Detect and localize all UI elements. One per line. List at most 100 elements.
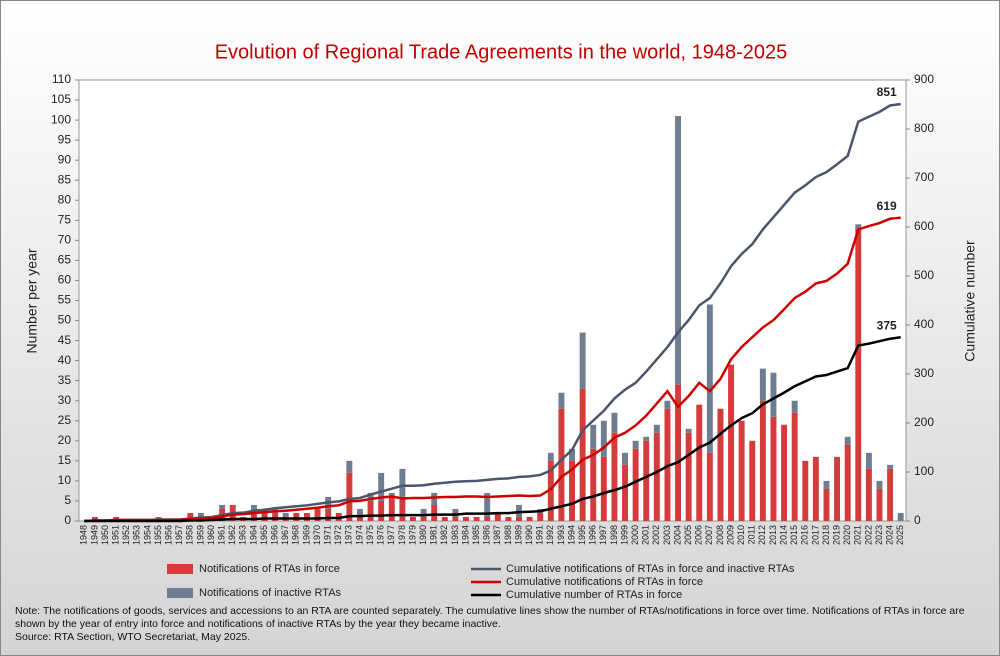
bar bbox=[887, 464, 894, 469]
y-tick-label: 30 bbox=[58, 393, 72, 407]
x-tick-label: 2007 bbox=[704, 525, 714, 545]
bar bbox=[781, 424, 788, 521]
x-tick-label: 1969 bbox=[301, 525, 311, 545]
bar bbox=[537, 512, 544, 521]
y-tick-label: 40 bbox=[58, 353, 72, 367]
x-tick-label: 1961 bbox=[217, 525, 227, 545]
x-tick-label: 1995 bbox=[577, 525, 587, 545]
y2-tick-label: 700 bbox=[914, 170, 934, 184]
legend-label: Notifications of RTAs in force bbox=[199, 563, 340, 575]
x-tick-label: 1976 bbox=[376, 525, 386, 545]
data-label: 851 bbox=[877, 85, 897, 99]
x-tick-label: 1998 bbox=[609, 525, 619, 545]
x-tick-label: 1956 bbox=[163, 525, 173, 545]
y-tick-label: 80 bbox=[58, 192, 72, 206]
bar bbox=[547, 460, 554, 521]
bar bbox=[855, 228, 862, 521]
notes: Note: The notifications of goods, servic… bbox=[15, 605, 990, 644]
bar bbox=[473, 516, 480, 521]
x-tick-label: 1953 bbox=[132, 525, 142, 545]
bar bbox=[325, 508, 332, 521]
y-tick-label: 110 bbox=[52, 72, 71, 86]
bar bbox=[759, 400, 766, 521]
bar bbox=[749, 440, 756, 521]
bar bbox=[600, 456, 607, 521]
data-label: 375 bbox=[877, 318, 897, 332]
bar bbox=[282, 512, 289, 517]
x-tick-label: 2022 bbox=[863, 525, 873, 545]
x-tick-label: 2024 bbox=[884, 525, 894, 545]
x-tick-label: 1955 bbox=[153, 525, 163, 545]
y-tick-label: 85 bbox=[58, 172, 72, 186]
bar bbox=[494, 512, 501, 521]
bar bbox=[706, 452, 713, 521]
bar bbox=[844, 444, 851, 521]
x-tick-label: 2023 bbox=[874, 525, 884, 545]
bar bbox=[770, 372, 777, 417]
y-tick-label: 45 bbox=[58, 333, 72, 347]
bar bbox=[261, 512, 268, 521]
bar bbox=[664, 400, 671, 409]
bar bbox=[250, 512, 257, 521]
bar bbox=[388, 496, 395, 521]
bar bbox=[632, 448, 639, 521]
legend-label: Cumulative notifications of RTAs in forc… bbox=[506, 576, 703, 588]
y-tick-label: 95 bbox=[58, 132, 72, 146]
x-tick-label: 2020 bbox=[842, 525, 852, 545]
y-tick-label: 105 bbox=[51, 92, 71, 106]
bar bbox=[643, 440, 650, 521]
x-tick-label: 2011 bbox=[747, 525, 757, 544]
x-tick-label: 1958 bbox=[185, 525, 195, 545]
bar bbox=[876, 480, 883, 489]
bar bbox=[91, 516, 98, 521]
y-tick-label: 15 bbox=[58, 453, 72, 467]
x-tick-label: 2025 bbox=[895, 525, 905, 545]
bar bbox=[600, 420, 607, 457]
x-tick-label: 1980 bbox=[418, 525, 428, 545]
bar bbox=[452, 508, 459, 517]
bar bbox=[791, 400, 798, 413]
note: Note: The notifications of goods, servic… bbox=[15, 605, 965, 630]
data-label: 619 bbox=[877, 199, 897, 213]
bar bbox=[399, 496, 406, 521]
y2-tick-label: 300 bbox=[914, 366, 934, 380]
bar bbox=[526, 516, 533, 521]
x-tick-label: 1975 bbox=[365, 525, 375, 545]
x-tick-label: 1957 bbox=[174, 525, 184, 545]
bar bbox=[272, 512, 279, 521]
x-tick-label: 1983 bbox=[450, 525, 460, 545]
cumulative-line bbox=[84, 216, 901, 523]
x-tick-label: 2017 bbox=[810, 525, 820, 545]
bar bbox=[420, 516, 427, 521]
bar bbox=[685, 432, 692, 521]
bar bbox=[420, 508, 427, 517]
legend-swatch bbox=[167, 564, 193, 574]
x-tick-label: 2015 bbox=[789, 525, 799, 545]
x-tick-label: 2016 bbox=[800, 525, 810, 545]
x-tick-label: 1973 bbox=[344, 525, 354, 545]
y-tick-label: 65 bbox=[58, 253, 72, 267]
bar bbox=[611, 412, 618, 433]
bar bbox=[505, 516, 512, 521]
bar bbox=[484, 516, 491, 521]
legend-swatch bbox=[167, 588, 193, 598]
y-tick-label: 55 bbox=[58, 293, 72, 307]
bar bbox=[844, 436, 851, 445]
x-tick-label: 1993 bbox=[556, 525, 566, 545]
y-tick-label: 35 bbox=[58, 373, 72, 387]
x-tick-label: 2001 bbox=[641, 525, 651, 545]
bar bbox=[622, 464, 629, 521]
bar bbox=[303, 512, 310, 521]
x-tick-label: 1964 bbox=[248, 525, 258, 545]
x-tick-label: 1970 bbox=[312, 525, 322, 545]
bar bbox=[738, 420, 745, 521]
x-tick-label: 1971 bbox=[323, 525, 333, 545]
bar bbox=[484, 492, 491, 517]
x-tick-label: 1960 bbox=[206, 525, 216, 545]
x-tick-label: 1996 bbox=[588, 525, 598, 545]
x-tick-label: 1994 bbox=[566, 525, 576, 545]
y-axis-label: Number per year bbox=[24, 248, 40, 353]
bar bbox=[452, 516, 459, 521]
